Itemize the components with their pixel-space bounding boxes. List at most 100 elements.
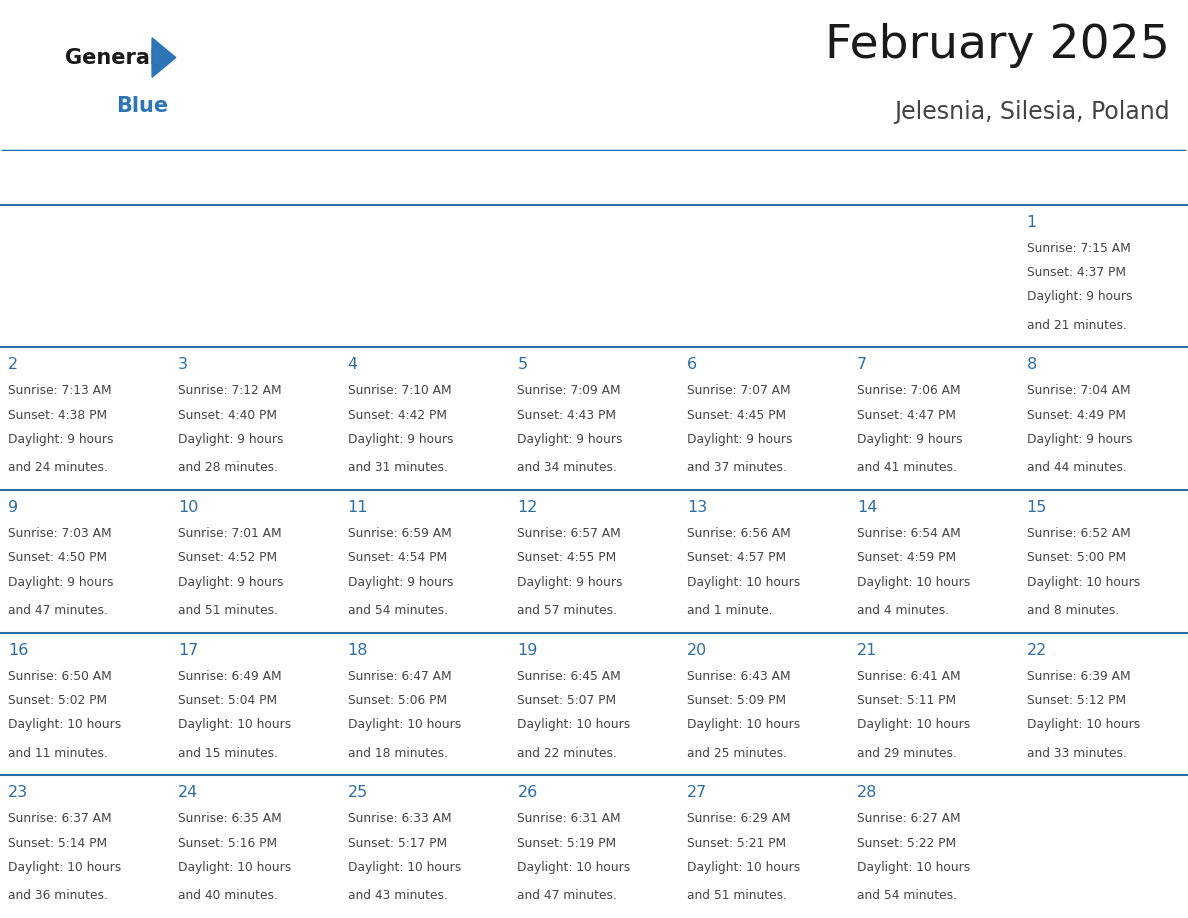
Text: Saturday: Saturday [1066,169,1140,187]
Text: Sunrise: 6:54 AM: Sunrise: 6:54 AM [857,527,961,540]
Text: Sunrise: 6:37 AM: Sunrise: 6:37 AM [8,812,112,825]
Text: 12: 12 [518,500,538,515]
Text: Daylight: 9 hours: Daylight: 9 hours [687,433,792,446]
Text: and 31 minutes.: and 31 minutes. [348,462,448,475]
Text: Sunset: 5:00 PM: Sunset: 5:00 PM [1026,552,1126,565]
Text: Blue: Blue [116,96,169,116]
Text: 25: 25 [348,785,368,800]
Text: Daylight: 9 hours: Daylight: 9 hours [178,576,284,588]
Text: 14: 14 [857,500,877,515]
Text: 8: 8 [1026,357,1037,373]
Text: Sunrise: 7:10 AM: Sunrise: 7:10 AM [348,385,451,397]
Text: Daylight: 9 hours: Daylight: 9 hours [348,576,454,588]
Text: Sunrise: 6:59 AM: Sunrise: 6:59 AM [348,527,451,540]
Text: 4: 4 [348,357,358,373]
Text: Sunrise: 7:09 AM: Sunrise: 7:09 AM [518,385,621,397]
Text: Sunset: 4:38 PM: Sunset: 4:38 PM [8,409,107,421]
Text: Sunset: 4:50 PM: Sunset: 4:50 PM [8,552,107,565]
Text: Sunrise: 6:27 AM: Sunrise: 6:27 AM [857,812,961,825]
Text: Daylight: 10 hours: Daylight: 10 hours [518,861,631,874]
Text: and 36 minutes.: and 36 minutes. [8,890,108,902]
Text: Jelesnia, Silesia, Poland: Jelesnia, Silesia, Poland [895,100,1170,124]
Text: Daylight: 9 hours: Daylight: 9 hours [178,433,284,446]
Text: Daylight: 10 hours: Daylight: 10 hours [348,718,461,732]
Text: Sunset: 5:16 PM: Sunset: 5:16 PM [178,836,277,850]
Text: and 18 minutes.: and 18 minutes. [348,747,448,760]
Text: Sunset: 4:47 PM: Sunset: 4:47 PM [857,409,956,421]
Text: and 37 minutes.: and 37 minutes. [687,462,786,475]
Text: 28: 28 [857,785,877,800]
Text: Sunset: 5:14 PM: Sunset: 5:14 PM [8,836,107,850]
Text: and 15 minutes.: and 15 minutes. [178,747,278,760]
Text: Sunrise: 7:15 AM: Sunrise: 7:15 AM [1026,241,1130,255]
Text: Sunset: 5:09 PM: Sunset: 5:09 PM [687,694,786,707]
Text: 13: 13 [687,500,707,515]
Text: Sunset: 4:52 PM: Sunset: 4:52 PM [178,552,277,565]
Text: and 11 minutes.: and 11 minutes. [8,747,108,760]
Text: 7: 7 [857,357,867,373]
Text: Sunrise: 6:41 AM: Sunrise: 6:41 AM [857,670,961,683]
Text: Sunrise: 6:39 AM: Sunrise: 6:39 AM [1026,670,1130,683]
Text: Sunrise: 6:50 AM: Sunrise: 6:50 AM [8,670,112,683]
Text: Wednesday: Wednesday [545,169,643,187]
Text: and 57 minutes.: and 57 minutes. [518,604,618,617]
Text: Sunset: 4:57 PM: Sunset: 4:57 PM [687,552,786,565]
Text: Sunset: 4:49 PM: Sunset: 4:49 PM [1026,409,1125,421]
Text: Tuesday: Tuesday [391,169,459,187]
Text: Daylight: 10 hours: Daylight: 10 hours [857,861,971,874]
Text: and 29 minutes.: and 29 minutes. [857,747,956,760]
Text: 15: 15 [1026,500,1047,515]
Text: Sunrise: 6:43 AM: Sunrise: 6:43 AM [687,670,791,683]
Text: Daylight: 9 hours: Daylight: 9 hours [8,433,114,446]
Text: Sunrise: 7:03 AM: Sunrise: 7:03 AM [8,527,112,540]
Text: and 8 minutes.: and 8 minutes. [1026,604,1119,617]
Text: Sunset: 4:55 PM: Sunset: 4:55 PM [518,552,617,565]
Text: Sunset: 5:17 PM: Sunset: 5:17 PM [348,836,447,850]
Text: and 34 minutes.: and 34 minutes. [518,462,618,475]
Text: and 43 minutes.: and 43 minutes. [348,890,448,902]
Text: Daylight: 10 hours: Daylight: 10 hours [8,718,121,732]
Text: Sunrise: 7:13 AM: Sunrise: 7:13 AM [8,385,112,397]
Text: General: General [65,48,157,68]
Text: Daylight: 10 hours: Daylight: 10 hours [1026,576,1139,588]
Text: Sunset: 5:12 PM: Sunset: 5:12 PM [1026,694,1126,707]
Text: and 41 minutes.: and 41 minutes. [857,462,956,475]
Text: Sunset: 4:37 PM: Sunset: 4:37 PM [1026,266,1125,279]
Text: 23: 23 [8,785,29,800]
Text: Daylight: 10 hours: Daylight: 10 hours [687,861,801,874]
Text: Daylight: 10 hours: Daylight: 10 hours [687,576,801,588]
Text: 9: 9 [8,500,19,515]
Text: 22: 22 [1026,643,1047,657]
Text: Daylight: 9 hours: Daylight: 9 hours [8,576,114,588]
Text: Sunrise: 7:07 AM: Sunrise: 7:07 AM [687,385,791,397]
Text: Sunset: 4:59 PM: Sunset: 4:59 PM [857,552,956,565]
Text: 18: 18 [348,643,368,657]
Text: Sunset: 4:42 PM: Sunset: 4:42 PM [348,409,447,421]
Text: Daylight: 9 hours: Daylight: 9 hours [857,433,962,446]
Text: and 47 minutes.: and 47 minutes. [518,890,618,902]
Text: Sunrise: 7:12 AM: Sunrise: 7:12 AM [178,385,282,397]
Text: 11: 11 [348,500,368,515]
Text: and 4 minutes.: and 4 minutes. [857,604,949,617]
Text: Sunrise: 6:45 AM: Sunrise: 6:45 AM [518,670,621,683]
Text: Daylight: 10 hours: Daylight: 10 hours [178,861,291,874]
Text: Sunrise: 7:04 AM: Sunrise: 7:04 AM [1026,385,1130,397]
Text: and 54 minutes.: and 54 minutes. [348,604,448,617]
Text: Daylight: 10 hours: Daylight: 10 hours [518,718,631,732]
Text: Sunrise: 6:49 AM: Sunrise: 6:49 AM [178,670,282,683]
Text: 2: 2 [8,357,19,373]
Text: Thursday: Thursday [725,169,802,187]
Text: and 21 minutes.: and 21 minutes. [1026,319,1126,331]
Text: 3: 3 [178,357,188,373]
Text: and 54 minutes.: and 54 minutes. [857,890,956,902]
Text: Daylight: 9 hours: Daylight: 9 hours [518,433,623,446]
Text: and 28 minutes.: and 28 minutes. [178,462,278,475]
Text: 24: 24 [178,785,198,800]
Text: 27: 27 [687,785,707,800]
Text: 16: 16 [8,643,29,657]
Text: Daylight: 9 hours: Daylight: 9 hours [1026,433,1132,446]
Text: Sunset: 4:45 PM: Sunset: 4:45 PM [687,409,786,421]
Text: and 40 minutes.: and 40 minutes. [178,890,278,902]
Text: Sunset: 5:11 PM: Sunset: 5:11 PM [857,694,956,707]
Text: Daylight: 10 hours: Daylight: 10 hours [348,861,461,874]
